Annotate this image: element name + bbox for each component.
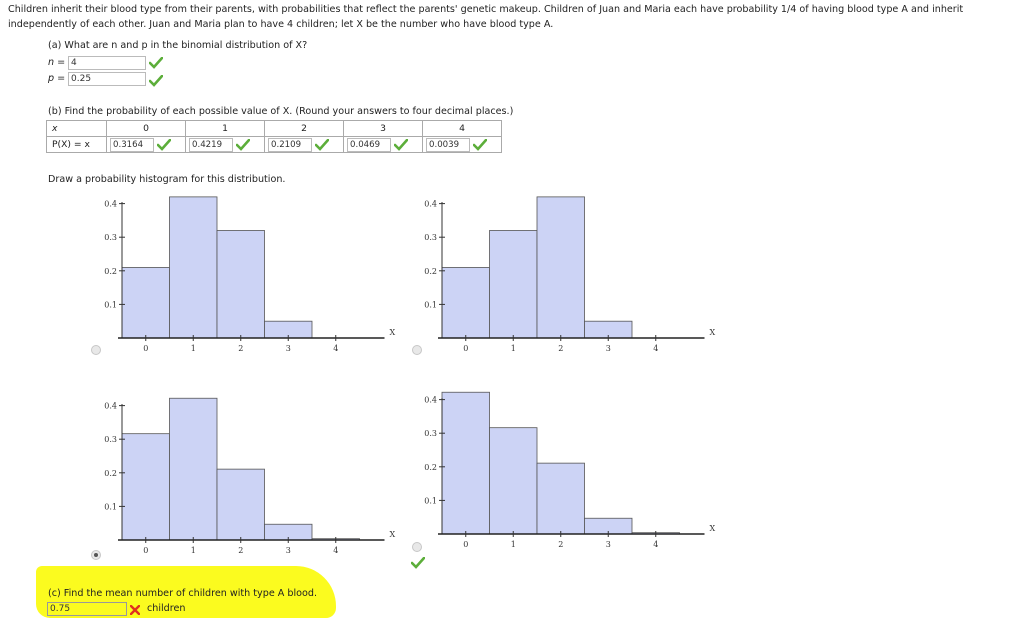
check-icon [394,139,408,151]
y-tick-label: 0.1 [104,300,117,309]
y-tick-label: 0.3 [424,429,437,438]
histogram-bar [536,462,585,535]
prob-input-0[interactable]: 0.3164 [110,138,154,152]
x-tick-label: 1 [191,546,196,555]
histogram-bar [121,433,170,541]
y-tick-label: 0.2 [104,267,117,276]
x-value: 0 [106,120,186,137]
x-tick-label: 2 [558,344,563,353]
y-tick-label: 0.2 [104,469,117,478]
x-axis-label: X [390,328,396,337]
check-icon [236,139,250,151]
prob-input-4[interactable]: 0.0039 [426,138,470,152]
x-tick-label: 1 [511,540,516,549]
y-tick-label: 0.3 [104,233,117,242]
histogram-bar [121,267,170,339]
histogram-option-1: 0.1 0.2 0.3 0.4 0 1 2 3 4 X [104,196,396,353]
check-icon [315,139,329,151]
x-tick-label: 4 [333,344,338,353]
x-value: 3 [343,120,423,137]
y-tick-label: 0.4 [424,396,437,405]
probability-table: x 0 1 2 3 4 P(X) = x 0.3164 0.4219 0.210… [46,120,502,153]
part-b-question: (b) Find the probability of each possibl… [48,106,514,117]
mean-unit: children [147,603,186,614]
y-tick-label: 0.4 [104,402,117,411]
histogram-bar [216,230,265,339]
part-a-question: (a) What are n and p in the binomial dis… [48,40,308,51]
y-tick-label: 0.1 [424,300,437,309]
check-icon [149,75,163,87]
histogram-bar [441,391,490,535]
n-input[interactable]: 4 [68,56,146,70]
check-icon [149,57,163,69]
histogram-bar [169,196,218,339]
y-tick-label: 0.3 [104,435,117,444]
n-label: n = [48,57,66,68]
x-tick-label: 3 [286,546,291,555]
intro-line-2: independently of each other. Juan and Ma… [8,19,554,30]
y-tick-label: 0.4 [424,200,437,209]
prob-input-1[interactable]: 0.4219 [189,138,233,152]
histogram-bar [169,397,218,541]
x-axis-label: X [710,328,716,337]
histogram-bar [441,267,490,339]
p-input[interactable]: 0.25 [68,72,146,86]
x-tick-label: 4 [653,344,658,353]
prob-input-2[interactable]: 0.2109 [268,138,312,152]
x-tick-label: 2 [558,540,563,549]
histogram-option-radio-1[interactable] [91,345,101,355]
histogram-option-2: 0.1 0.2 0.3 0.4 0 1 2 3 4 X [424,196,716,353]
p-label: p = [48,73,66,84]
histogram-bar [489,230,538,339]
x-value: 2 [264,120,344,137]
px-row-label: P(X) = x [46,136,107,153]
x-tick-label: 4 [653,540,658,549]
y-tick-label: 0.2 [424,267,437,276]
histogram-option-radio-3[interactable] [91,550,101,560]
x-tick-label: 3 [606,344,611,353]
prob-input-3[interactable]: 0.0469 [347,138,391,152]
x-axis-label: X [390,530,396,539]
x-header: x [46,120,107,137]
x-tick-label: 0 [463,540,468,549]
x-value: 4 [422,120,502,137]
x-axis-label: X [710,524,716,533]
part-c-question: (c) Find the mean number of children wit… [48,588,318,599]
x-tick-label: 0 [143,546,148,555]
x-tick-label: 2 [238,344,243,353]
y-tick-label: 0.1 [104,502,117,511]
x-tick-label: 1 [511,344,516,353]
x-tick-label: 0 [463,344,468,353]
x-tick-label: 0 [143,344,148,353]
histogram-option-radio-2[interactable] [412,345,422,355]
x-tick-label: 2 [238,546,243,555]
histogram-bar [536,196,585,339]
y-tick-label: 0.1 [424,496,437,505]
histogram-prompt: Draw a probability histogram for this di… [48,174,286,185]
check-icon [473,139,487,151]
histogram-option-radio-4[interactable] [412,542,422,552]
histogram-option-4: 0.1 0.2 0.3 0.4 0 1 2 3 4 X [424,391,716,549]
histogram-bar [489,427,538,535]
x-tick-label: 4 [333,546,338,555]
cross-icon [130,605,140,615]
y-tick-label: 0.3 [424,233,437,242]
histogram-option-3: 0.1 0.2 0.3 0.4 0 1 2 3 4 X [104,397,396,555]
x-tick-label: 3 [606,540,611,549]
check-icon [411,557,425,569]
intro-line-1: Children inherit their blood type from t… [8,4,964,15]
y-tick-label: 0.2 [424,463,437,472]
histogram-bar [216,468,265,541]
problem-intro: Children inherit their blood type from t… [8,2,1013,32]
y-tick-label: 0.4 [104,200,117,209]
x-tick-label: 3 [286,344,291,353]
check-icon [157,139,171,151]
x-tick-label: 1 [191,344,196,353]
mean-input[interactable]: 0.75 [47,602,127,616]
x-value: 1 [185,120,265,137]
